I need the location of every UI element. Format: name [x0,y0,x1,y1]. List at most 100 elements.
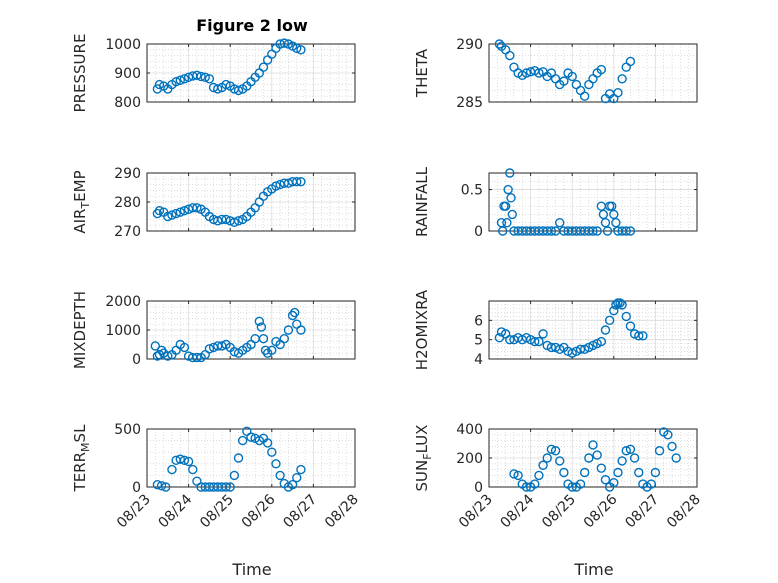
data-point [638,331,648,341]
axes-box [488,43,698,103]
data-point [575,344,586,355]
data-point [602,226,613,236]
data-point [505,50,515,61]
data-point [167,210,177,220]
x-tick-label: 08/25 [539,492,579,532]
data-point [625,321,636,331]
x-tick-label: 08/23 [456,492,496,532]
data-point [596,201,607,211]
y-axis-label: MIXDEPTH [71,291,89,369]
data-point [596,463,607,473]
subplot-rainfall: 0 0.5 RAINFALL [413,166,698,240]
x-tick-label: 08/27 [280,492,320,532]
x-axis-label-right: Time [573,560,613,579]
y-tick-label: 5 [474,333,483,349]
data-point [292,473,302,483]
y-tick-label: 800 [114,95,141,111]
data-point [617,456,627,466]
data-point [506,193,516,203]
x-tick-label: 08/28 [322,492,362,532]
data-point [204,74,215,84]
data-point [621,62,631,72]
data-point [596,336,607,347]
data-point [625,56,636,67]
data-point [292,43,302,54]
data-point [559,76,569,86]
data-point [254,316,265,326]
data-point [555,456,565,466]
y-tick-label: 400 [456,422,483,438]
y-tick-label: 285 [456,95,483,111]
data-point [534,470,544,481]
data-point [161,482,171,492]
data-point [196,71,206,82]
data-point [584,453,594,463]
data-point [192,203,202,213]
data-point [598,209,609,220]
data-point [279,334,289,344]
data-point [183,456,194,467]
data-point [505,334,515,345]
data-point [171,208,181,219]
data-point [530,336,540,347]
data-point [534,336,544,347]
data-point [175,75,185,85]
data-point [600,218,611,228]
y-tick-label: 2000 [105,294,141,310]
y-tick-label: 0 [474,480,483,496]
y-tick-label: 290 [114,166,141,182]
subplot-pressure: 800 900 1000 PRESSURE [71,34,356,112]
data-point [225,482,235,492]
y-tick-label: 200 [456,451,483,467]
data-point [542,453,552,463]
data-point [629,453,640,463]
data-point [538,460,548,470]
data-point [600,325,611,335]
x-tick-label: 08/23 [114,492,154,532]
data-point [152,479,163,490]
data-point [550,446,561,456]
data-point [150,341,161,351]
data-point [646,479,656,489]
data-point [267,345,277,355]
data-point [221,79,231,90]
data-point [571,79,582,90]
data-point [634,331,644,341]
data-point [154,79,165,90]
data-point [287,479,298,490]
data-point [275,470,285,481]
data-point [246,432,256,442]
data-point [521,68,532,78]
x-tick-label: 08/26 [581,491,621,531]
y-tick-label: 4 [474,352,483,368]
data-point [233,216,244,226]
data-point [279,38,289,48]
y-axis-label: H2OMIXRA [413,289,431,370]
data-point [567,482,577,492]
data-point [607,201,617,211]
y-axis-label: THETA [413,48,431,98]
y-tick-label: 900 [114,66,141,82]
data-point [588,226,598,236]
data-point [621,446,631,456]
subplot-terr-msl: 0 500 08/23 08/24 08/25 08/26 08/27 08/28 TERRMS… [71,422,362,531]
data-point [296,464,306,475]
data-point [513,470,523,481]
data-point [192,70,202,81]
x-tick-label: 08/25 [197,492,237,532]
data-point [154,205,165,216]
data-point [609,305,619,316]
figure-title: Figure 2 low [196,16,308,35]
data-point [625,444,636,454]
x-tick-label: 08/24 [498,491,538,531]
data-point [163,351,173,361]
data-point [654,446,665,456]
data-point [538,329,548,339]
data-point [502,218,512,228]
data-point [503,184,513,195]
data-point [596,64,607,75]
data-point [621,226,631,236]
data-point [588,440,598,450]
data-point [292,176,302,187]
data-point [575,85,586,96]
